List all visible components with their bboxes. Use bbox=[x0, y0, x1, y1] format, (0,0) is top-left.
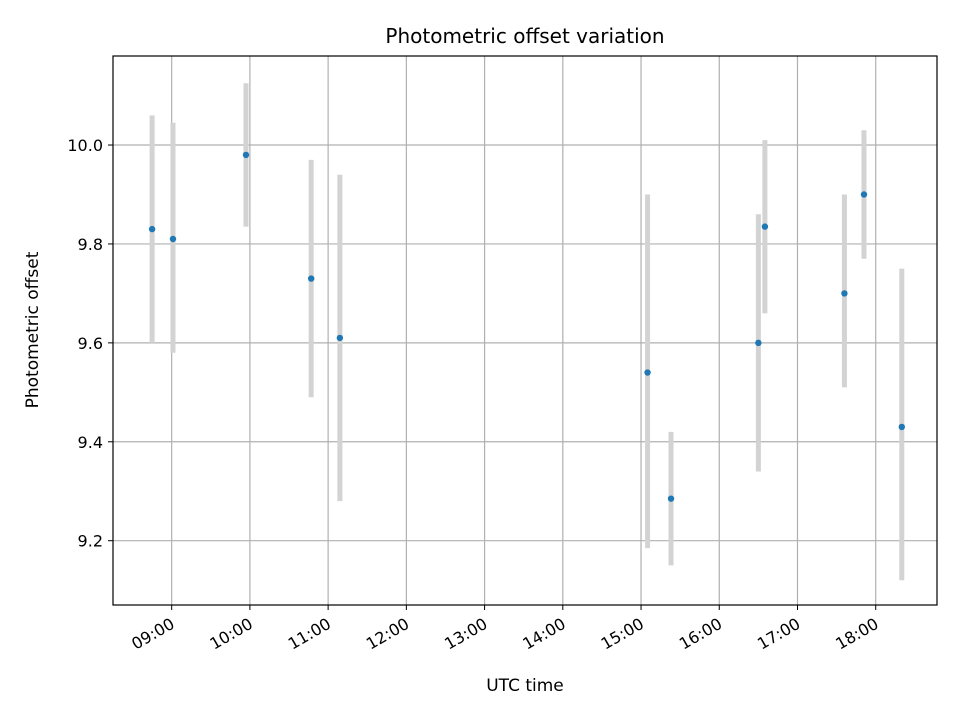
x-axis-label: UTC time bbox=[486, 676, 564, 696]
y-tick-label: 9.2 bbox=[78, 532, 103, 551]
y-axis: 9.2 9.4 9.6 9.8 10.0 bbox=[67, 136, 113, 551]
grid bbox=[113, 56, 937, 605]
y-tick-label: 10.0 bbox=[67, 136, 103, 155]
y-tick-label: 9.4 bbox=[78, 433, 103, 452]
data-point bbox=[755, 339, 762, 347]
plot-frame bbox=[112, 55, 938, 606]
y-tick-label: 9.6 bbox=[78, 334, 103, 353]
data-point bbox=[644, 369, 651, 376]
data-point bbox=[148, 225, 156, 233]
data-point bbox=[667, 495, 675, 502]
data-point bbox=[307, 275, 315, 282]
data-point bbox=[169, 235, 177, 243]
data-points bbox=[148, 151, 905, 502]
data-point bbox=[841, 290, 848, 297]
data-point bbox=[242, 151, 250, 159]
y-tick-label: 9.8 bbox=[78, 235, 103, 254]
data-point bbox=[336, 334, 344, 342]
chart-title: Photometric offset variation bbox=[385, 24, 664, 48]
y-axis-label: Photometric offset bbox=[23, 251, 43, 408]
data-point bbox=[898, 423, 905, 431]
data-point bbox=[860, 191, 868, 198]
data-point bbox=[761, 223, 769, 230]
